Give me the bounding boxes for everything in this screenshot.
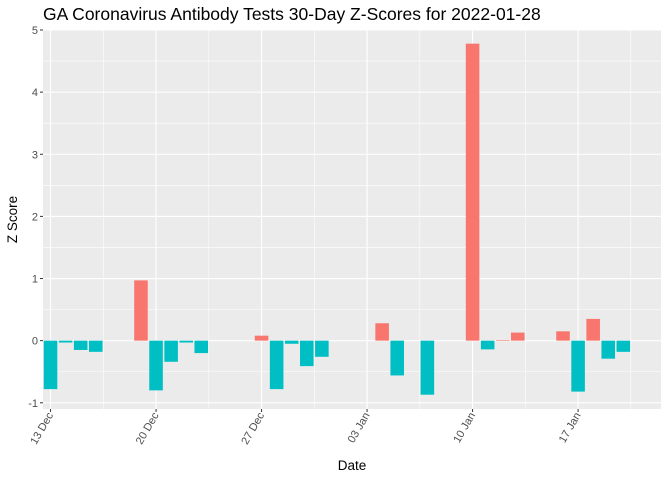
x-tick-label: 17 Jan	[557, 411, 584, 446]
bar	[43, 340, 58, 390]
x-tick-label: 27 Dec	[239, 410, 267, 447]
y-tick-label: 3	[32, 149, 38, 161]
grid-minor	[43, 30, 661, 409]
y-axis: -1 0 1 2 3 4 5	[28, 25, 43, 410]
bar	[284, 340, 299, 344]
bar	[480, 340, 495, 350]
bar	[164, 340, 178, 362]
bar	[375, 323, 389, 341]
bars	[43, 43, 631, 395]
plot-panel	[43, 30, 661, 409]
bar	[511, 332, 525, 341]
x-tick-label: 03 Jan	[346, 411, 373, 446]
bar	[556, 331, 570, 341]
bar	[420, 340, 435, 395]
y-tick-label: 1	[32, 274, 38, 286]
bar	[88, 340, 103, 352]
y-tick-label: 0	[32, 336, 38, 348]
x-axis: 13 Dec 20 Dec 27 Dec 03 Jan 10 Jan 17 Jan	[28, 409, 584, 447]
bar	[269, 340, 284, 390]
bar	[315, 340, 329, 357]
bar	[58, 340, 73, 343]
bar	[179, 340, 193, 343]
bar	[73, 340, 88, 350]
bar	[465, 43, 480, 341]
x-tick-label: 20 Dec	[134, 410, 162, 447]
bar	[616, 340, 631, 352]
bar	[134, 280, 148, 341]
y-tick-label: 5	[32, 25, 38, 37]
bar	[601, 340, 616, 359]
bar	[254, 335, 269, 341]
bar	[390, 340, 405, 376]
chart-title: GA Coronavirus Antibody Tests 30-Day Z-S…	[43, 4, 541, 24]
bar	[194, 340, 209, 354]
grid-major	[43, 29, 661, 409]
bar	[495, 340, 510, 341]
y-axis-title: Z Score	[5, 196, 20, 243]
bar	[586, 318, 600, 341]
bar	[571, 340, 585, 392]
bar	[149, 340, 163, 391]
x-tick-label: 10 Jan	[451, 411, 478, 446]
y-tick-label: -1	[28, 398, 38, 410]
x-tick-label: 13 Dec	[28, 410, 56, 447]
y-tick-label: 2	[32, 211, 38, 223]
x-axis-title: Date	[338, 458, 367, 473]
bar	[299, 340, 314, 367]
y-tick-label: 4	[32, 87, 38, 99]
